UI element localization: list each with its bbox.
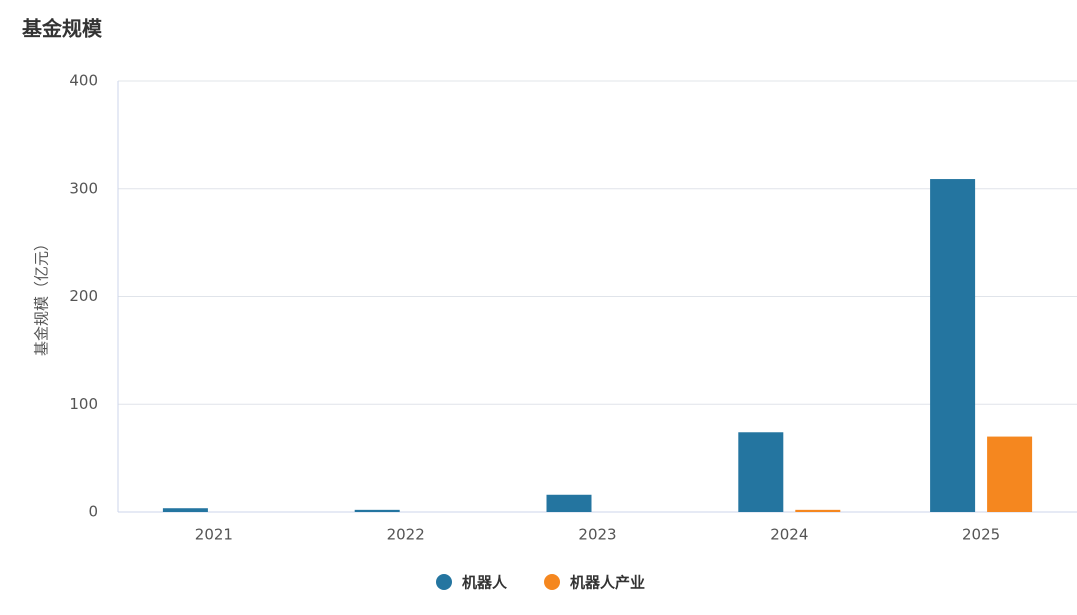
y-tick-label: 300 [69, 179, 98, 197]
y-tick-label: 0 [88, 503, 98, 521]
bar [795, 509, 841, 512]
x-tick-label: 2022 [387, 526, 425, 544]
legend-marker [436, 574, 452, 590]
bar [987, 436, 1033, 512]
x-tick-label: 2023 [578, 526, 616, 544]
legend-text: 机器人产业 [570, 574, 645, 592]
y-axis-label: 基金规模（亿元） [33, 236, 51, 356]
y-tick-label: 400 [69, 72, 98, 90]
legend-text: 机器人 [462, 574, 508, 592]
bar [354, 509, 400, 512]
bar [930, 179, 976, 513]
bar [738, 432, 784, 512]
x-tick-label: 2021 [195, 526, 233, 544]
bar [162, 508, 208, 512]
x-tick-label: 2024 [770, 526, 808, 544]
x-tick-label: 2025 [962, 526, 1000, 544]
y-tick-label: 200 [69, 287, 98, 305]
y-tick-label: 100 [69, 395, 98, 413]
bar [546, 494, 592, 512]
chart-title: 基金规模 [22, 17, 103, 41]
legend-marker [544, 574, 561, 590]
